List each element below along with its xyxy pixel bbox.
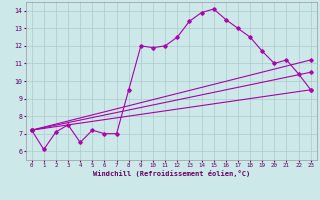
X-axis label: Windchill (Refroidissement éolien,°C): Windchill (Refroidissement éolien,°C) <box>92 170 250 177</box>
